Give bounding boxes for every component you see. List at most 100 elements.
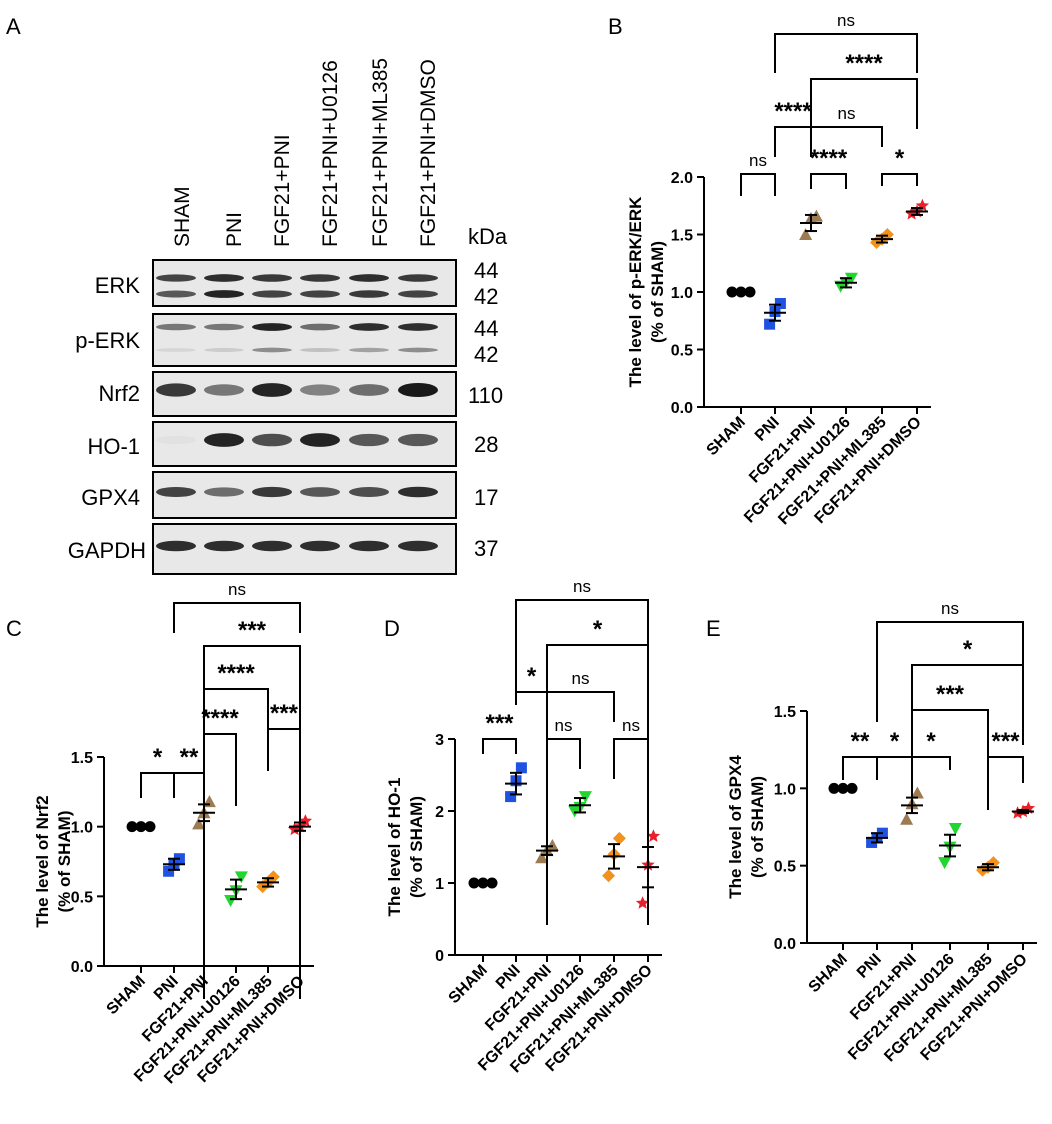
data-point: [602, 869, 616, 883]
significance-bracket: [546, 738, 581, 769]
blot-box: [152, 259, 457, 307]
y-tick-label: 2.0: [671, 170, 693, 187]
blot-band: [349, 540, 389, 552]
y-tick-label: 0.0: [71, 959, 93, 976]
lane-label: SHAM: [171, 186, 194, 247]
significance-label: *: [153, 744, 163, 771]
significance-bracket: [911, 756, 951, 770]
y-axis-label: The level of Nrf2 (% of SHAM): [33, 795, 74, 927]
data-point: [545, 839, 559, 852]
panel-label-e: E: [706, 616, 721, 641]
significance-label: **: [180, 744, 199, 771]
blot-band: [204, 290, 244, 298]
significance-bracket: [482, 738, 517, 754]
blot-band: [156, 486, 196, 498]
significance-label: ***: [991, 728, 1020, 755]
significance-bracket: [911, 709, 989, 810]
x-tick-label: PNI: [752, 414, 783, 445]
blot-band: [252, 540, 292, 552]
data-point: [986, 856, 1000, 870]
y-tick-label: 1.5: [774, 704, 796, 721]
significance-bracket: [613, 738, 649, 779]
blot-band: [349, 274, 389, 282]
blot-band: [204, 384, 244, 396]
data-point: [192, 817, 206, 830]
blot-band: [349, 347, 389, 353]
y-tick-label: 0.0: [671, 400, 693, 417]
blot-box: [152, 313, 457, 367]
blot-band: [349, 487, 389, 497]
blot-band: [204, 323, 244, 331]
data-point: [904, 206, 919, 220]
y-axis-label-line: (% of SHAM): [407, 796, 426, 898]
significance-label: ***: [485, 710, 514, 737]
significance-label: ****: [810, 145, 848, 172]
significance-label: *: [926, 728, 936, 755]
significance-bracket: [842, 756, 878, 780]
data-point: [298, 814, 313, 827]
blot-band: [204, 433, 244, 447]
blot-band: [204, 487, 244, 497]
significance-bracket: [203, 733, 237, 806]
significance-label: ***: [238, 617, 267, 644]
lane-label: PNI: [223, 212, 246, 247]
blot-band: [300, 433, 340, 447]
blot-band: [156, 290, 196, 298]
y-axis-label: The level of GPX4 (% of SHAM): [726, 755, 767, 899]
x-tick-label: SHAM: [103, 973, 148, 1018]
y-axis-label: The level of HO-1 (% of SHAM): [385, 778, 426, 917]
significance-bracket: [876, 756, 913, 767]
significance-label: ns: [837, 11, 855, 30]
significance-label: ***: [270, 700, 299, 727]
y-tick-label: 0.5: [71, 889, 93, 906]
significance-bracket: [546, 644, 649, 925]
kda-value: 44: [474, 316, 498, 341]
significance-label: *: [593, 616, 603, 643]
blot-band: [300, 290, 340, 298]
data-point: [764, 318, 776, 330]
data-point: [880, 228, 894, 241]
significance-label: *: [963, 636, 973, 663]
significance-label: ns: [555, 716, 573, 735]
data-point: [910, 786, 924, 799]
blot-row-label: ERK: [95, 273, 141, 298]
significance-bracket: [810, 173, 847, 189]
data-point: [224, 895, 238, 908]
significance-bracket: [173, 772, 205, 787]
blot-row-label: Nrf2: [98, 381, 140, 406]
blot-band: [252, 274, 292, 282]
blot-row-label: GAPDH: [68, 538, 146, 563]
y-axis-label-line: The level of Nrf2: [33, 795, 52, 927]
data-point: [515, 762, 527, 774]
y-tick-label: 1.0: [71, 820, 93, 837]
significance-label: *: [527, 663, 537, 690]
data-point: [266, 870, 280, 884]
kda-value: 17: [474, 485, 498, 510]
significance-label: ns: [749, 151, 767, 170]
significance-bracket: [881, 173, 918, 186]
significance-label: ns: [228, 580, 246, 599]
blot-band: [156, 435, 196, 445]
blot-band: [252, 323, 292, 331]
y-tick-label: 1.0: [671, 285, 693, 302]
kda-value: 42: [474, 342, 498, 367]
blot-band: [156, 540, 196, 552]
kda-value: 28: [474, 432, 498, 457]
significance-bracket: [987, 756, 1024, 783]
significance-label: ***: [936, 681, 965, 708]
significance-label: ns: [838, 104, 856, 123]
data-point: [900, 812, 914, 825]
significance-label: ****: [774, 98, 812, 125]
significance-bracket: [810, 78, 918, 129]
y-axis-label-line: The level of HO-1: [385, 778, 404, 917]
blot-band: [156, 348, 196, 352]
significance-bracket: [774, 126, 812, 157]
blot-band: [300, 323, 340, 331]
significance-bracket: [267, 728, 301, 749]
data-point: [646, 829, 661, 842]
y-axis-label: The level of p-ERK/ERK (% of SHAM): [626, 196, 667, 388]
significance-bracket: [774, 33, 918, 73]
significance-bracket: [810, 126, 883, 147]
